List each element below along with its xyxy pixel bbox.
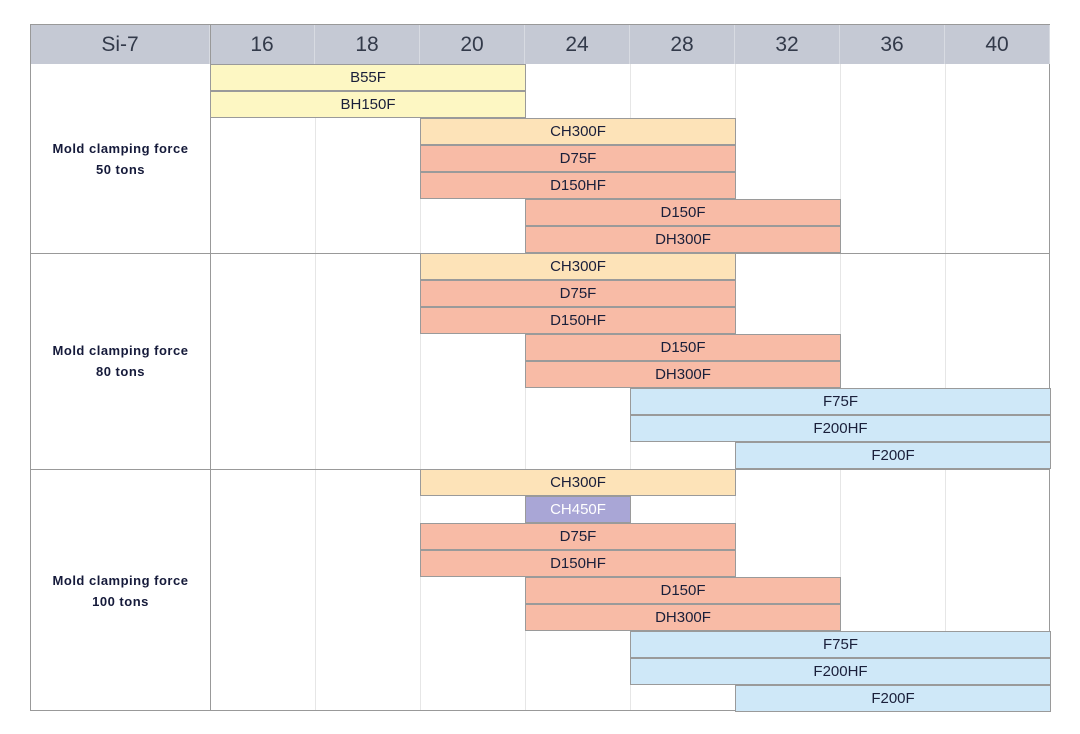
section-label-line2: 100 tons [92,593,149,609]
grid-line [420,64,421,710]
column-header: 18 [315,25,420,64]
range-bar: D150F [525,334,841,361]
range-bar: F200F [735,442,1051,469]
header-title: Si-7 [31,25,210,64]
column-header: 20 [420,25,525,64]
range-bar: D150F [525,577,841,604]
range-bar: DH300F [525,604,841,631]
range-bar: F200F [735,685,1051,712]
range-bar: D150HF [420,550,736,577]
range-bar: D150HF [420,172,736,199]
column-header: 36 [840,25,945,64]
range-bar: F75F [630,631,1051,658]
range-bar: CH300F [420,469,736,496]
column-header: 32 [735,25,840,64]
section-label-line1: Mold clamping force [52,140,189,156]
grid-line [315,64,316,710]
section-label-line2: 80 tons [95,364,145,379]
column-header: 24 [525,25,630,64]
range-bar: CH300F [420,253,736,280]
section-label: Mold clamping force 100 tons [31,469,210,712]
range-bar: CH450F [525,496,631,523]
section-label: Mold clamping force 80 tons [31,253,210,469]
range-bar: DH300F [525,361,841,388]
range-bar: D75F [420,145,736,172]
range-bar: F75F [630,388,1051,415]
range-bar: D75F [420,280,736,307]
label-column-divider [210,25,211,710]
section-label-line2: 50 tons [95,161,145,177]
range-bar: B55F [210,64,526,91]
grid-line [945,64,946,710]
range-bar: D150HF [420,307,736,334]
range-bar: F200HF [630,658,1051,685]
range-bar: CH300F [420,118,736,145]
range-bar: D150F [525,199,841,226]
range-bar: BH150F [210,91,526,118]
compatibility-chart: Si-7 16 18 20 24 28 32 36 40 Mold clamping force… [30,24,1051,712]
range-bar: D75F [420,523,736,550]
section-label-line1: Mold clamping force [52,343,189,358]
column-header: 28 [630,25,735,64]
column-header: 16 [210,25,315,64]
range-bar: F200HF [630,415,1051,442]
section-label-line1: Mold clamping force [52,572,189,588]
section-label: Mold clamping force 50 tons [31,64,210,253]
column-header: 40 [945,25,1050,64]
range-bar: DH300F [525,226,841,253]
